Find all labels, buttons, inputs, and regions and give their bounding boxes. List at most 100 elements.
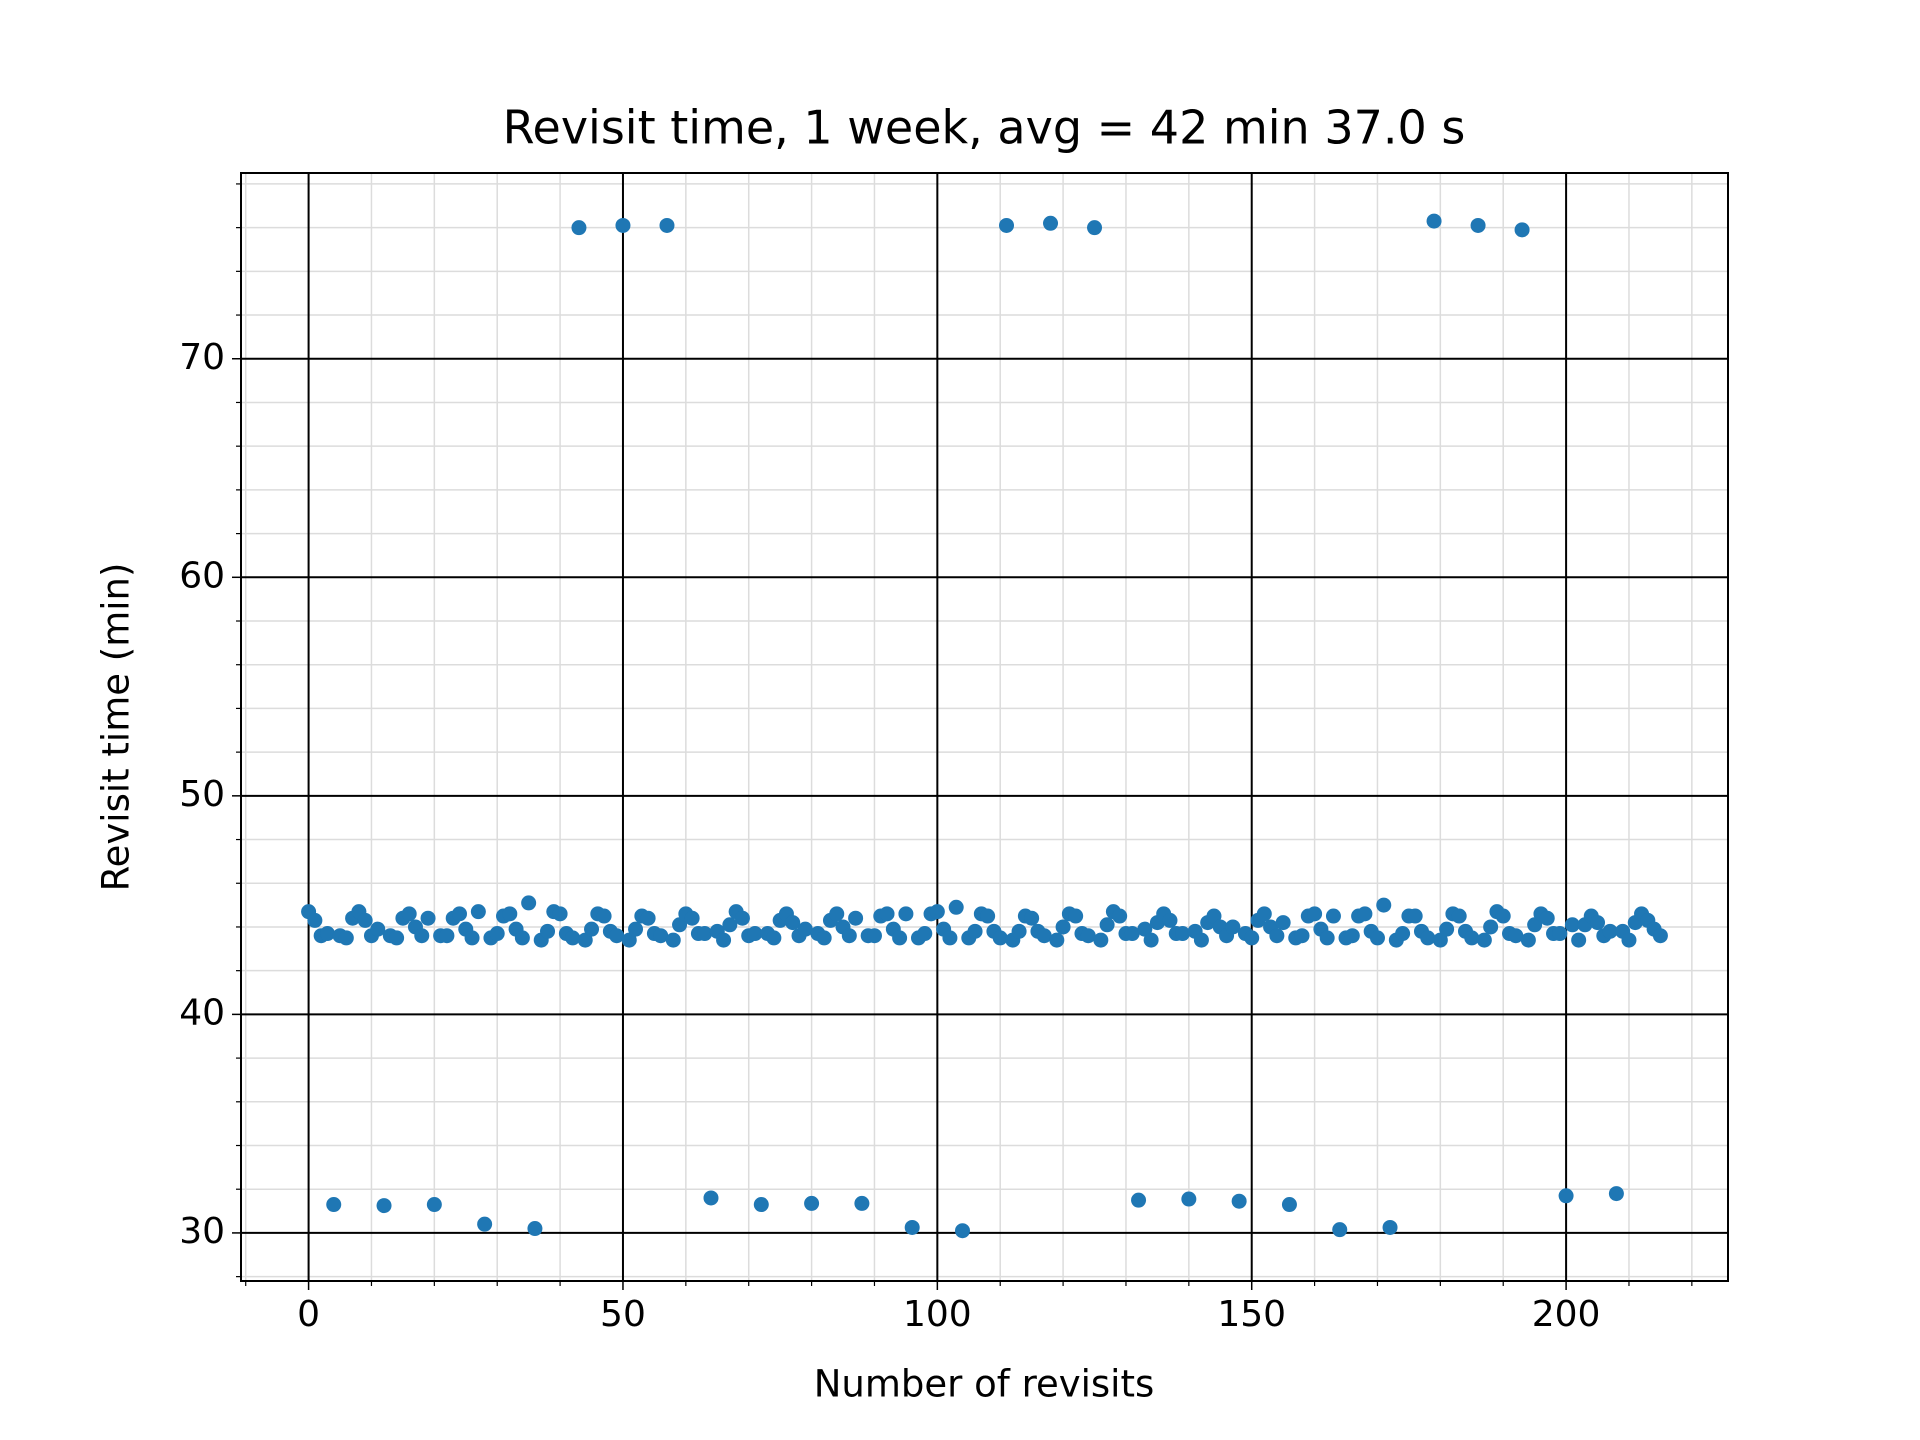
point [1319, 930, 1335, 946]
point [451, 906, 467, 922]
point [672, 917, 688, 933]
point [477, 1216, 493, 1232]
point [1131, 1192, 1147, 1208]
point [1143, 932, 1159, 948]
point [1043, 215, 1059, 231]
point [1357, 906, 1373, 922]
point [1470, 217, 1486, 233]
point [1011, 923, 1027, 939]
point [628, 921, 644, 937]
point [1124, 926, 1140, 942]
point [1332, 1222, 1348, 1238]
point [659, 217, 675, 233]
point [489, 926, 505, 942]
point [1225, 919, 1241, 935]
point [653, 928, 669, 944]
x-tick-label: 50 [600, 1294, 646, 1335]
point [370, 921, 386, 937]
point [1087, 220, 1103, 236]
point [980, 908, 996, 924]
point [1181, 1191, 1197, 1207]
x-axis-label: Number of revisits [814, 1363, 1155, 1406]
point [1256, 906, 1272, 922]
point [514, 930, 530, 946]
point [414, 928, 430, 944]
point [1514, 222, 1530, 238]
point [1652, 928, 1668, 944]
point [565, 930, 581, 946]
point [1281, 1197, 1297, 1213]
point [1621, 932, 1637, 948]
x-tick-label: 150 [1217, 1294, 1286, 1335]
point [747, 926, 763, 942]
point [521, 895, 537, 911]
point [1244, 930, 1260, 946]
point [376, 1198, 392, 1214]
point [1571, 932, 1587, 948]
point [1564, 917, 1580, 933]
point [1275, 915, 1291, 931]
point [1520, 932, 1536, 948]
point [1175, 926, 1191, 942]
point [1608, 1186, 1624, 1202]
x-tick-label: 100 [903, 1294, 972, 1335]
point [357, 912, 373, 928]
point [609, 928, 625, 944]
point [1432, 932, 1448, 948]
point [1382, 1219, 1398, 1235]
point [1552, 926, 1568, 942]
point [540, 923, 556, 939]
point [753, 1197, 769, 1213]
point [684, 910, 700, 926]
point [577, 932, 593, 948]
point [1269, 928, 1285, 944]
point [1602, 923, 1618, 939]
point [879, 906, 895, 922]
point [892, 930, 908, 946]
point [1426, 213, 1442, 229]
point [898, 906, 914, 922]
point [829, 906, 845, 922]
point [640, 910, 656, 926]
point [420, 910, 436, 926]
y-tick-label: 30 [179, 1211, 225, 1252]
point [716, 932, 732, 948]
point [1369, 930, 1385, 946]
y-axis-label: Revisit time (min) [95, 563, 138, 892]
point [470, 904, 486, 920]
point [904, 1219, 920, 1235]
point [1395, 926, 1411, 942]
point [954, 1223, 970, 1239]
point [766, 930, 782, 946]
point [785, 915, 801, 931]
point [1325, 908, 1341, 924]
point [1483, 919, 1499, 935]
point [621, 932, 637, 948]
point [1093, 932, 1109, 948]
point [307, 912, 323, 928]
y-tick-label: 50 [179, 774, 225, 815]
point [584, 921, 600, 937]
point [1376, 897, 1392, 913]
point [1307, 906, 1323, 922]
point [1344, 928, 1360, 944]
point [1420, 930, 1436, 946]
point [338, 930, 354, 946]
point [1080, 928, 1096, 944]
point [1539, 910, 1555, 926]
point [697, 926, 713, 942]
point [804, 1195, 820, 1211]
point [426, 1197, 442, 1213]
point [615, 217, 631, 233]
point [1476, 932, 1492, 948]
point [841, 928, 857, 944]
chart-title: Revisit time, 1 week, avg = 42 min 37.0 … [503, 101, 1466, 155]
point [1590, 915, 1606, 931]
point [326, 1197, 342, 1213]
point [703, 1190, 719, 1206]
point [1495, 908, 1511, 924]
y-tick-label: 40 [179, 992, 225, 1033]
point [1055, 919, 1071, 935]
point [866, 928, 882, 944]
